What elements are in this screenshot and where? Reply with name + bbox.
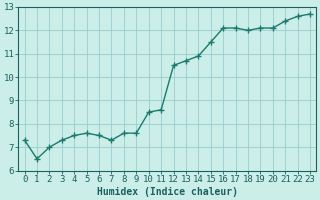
X-axis label: Humidex (Indice chaleur): Humidex (Indice chaleur) xyxy=(97,186,238,197)
